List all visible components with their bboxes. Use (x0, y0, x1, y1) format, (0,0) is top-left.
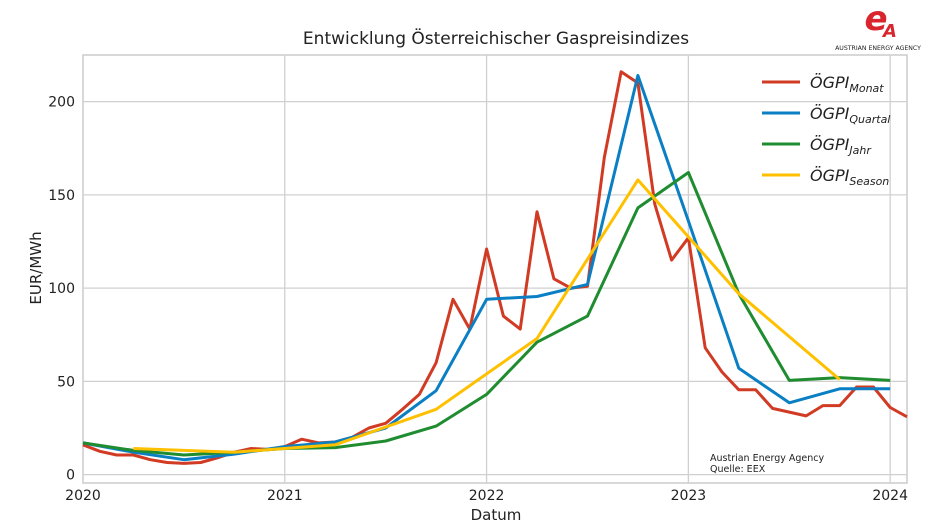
x-tick-label: 2023 (671, 488, 707, 504)
x-axis-label: Datum (471, 506, 522, 524)
svg-text:e: e (864, 0, 887, 39)
legend: ÖGPIMonat ÖGPIQuartal ÖGPIJahr ÖGPISeason (762, 73, 890, 188)
x-tick-label: 2020 (65, 488, 101, 504)
y-tick-label: 150 (48, 188, 75, 204)
svg-text:AUSTRIAN ENERGY AGENCY: AUSTRIAN ENERGY AGENCY (835, 45, 921, 52)
svg-text:A: A (881, 21, 897, 42)
x-tick-label: 2024 (872, 488, 908, 504)
annotation-line-1: Austrian Energy Agency (710, 453, 824, 464)
chart-title: Entwicklung Österreichischer Gaspreisind… (303, 27, 689, 49)
series-line-season (133, 178, 841, 454)
y-tick-label: 100 (48, 281, 75, 297)
y-tick-label: 50 (57, 374, 75, 390)
austrian-energy-agency-logo: e A AUSTRIAN ENERGY AGENCY (828, 0, 928, 52)
annotation-line-2: Quelle: EEX (710, 464, 766, 475)
plot-frame (82, 54, 908, 484)
series-line-jahr (82, 171, 891, 457)
y-axis-label: EUR/MWh (27, 231, 45, 304)
legend-label-season: ÖGPISeason (810, 166, 889, 188)
y-tick-label: 0 (66, 468, 75, 484)
x-tick-label: 2021 (267, 488, 303, 504)
legend-label-jahr: ÖGPIJahr (810, 135, 872, 157)
y-tick-label: 200 (48, 95, 75, 111)
series-line-quartal (82, 74, 891, 462)
legend-label-quartal: ÖGPIQuartal (810, 104, 890, 126)
x-tick-label: 2022 (469, 488, 505, 504)
legend-label-monat: ÖGPIMonat (810, 73, 884, 95)
